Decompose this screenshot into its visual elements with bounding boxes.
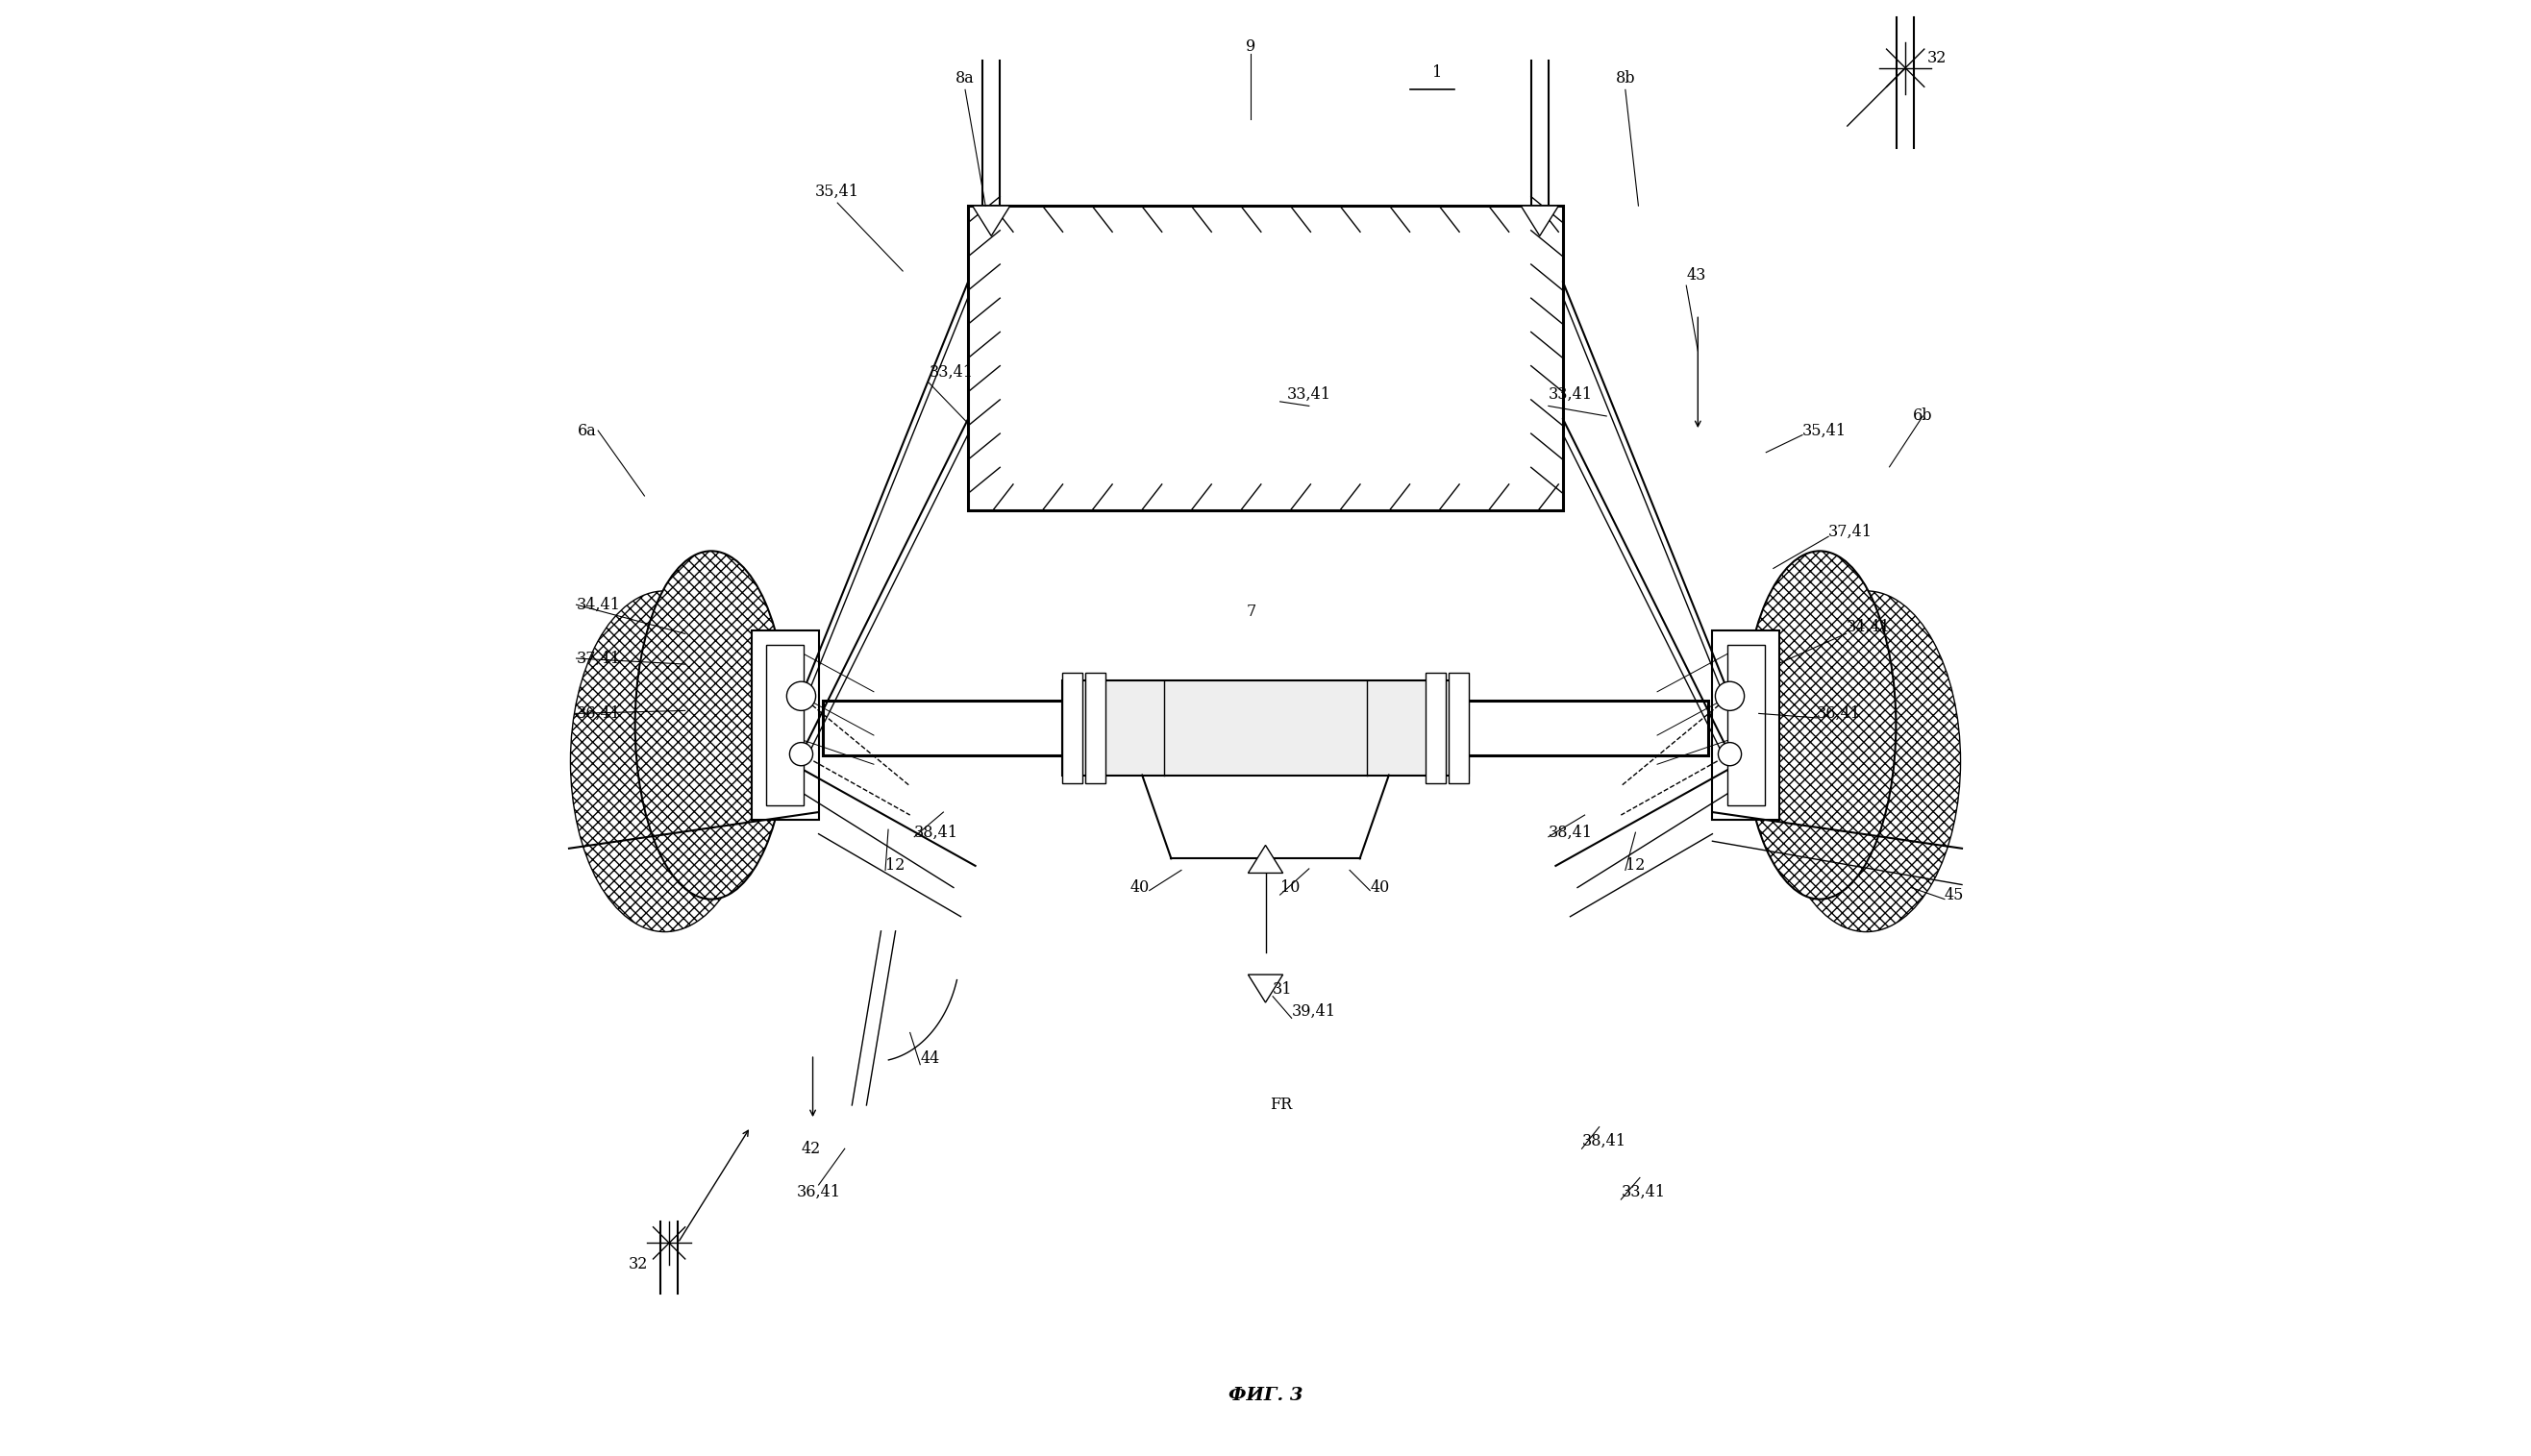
Bar xyxy=(767,645,805,805)
Bar xyxy=(1063,673,1083,783)
Bar xyxy=(1086,673,1106,783)
Text: 38,41: 38,41 xyxy=(914,824,959,840)
Text: 31: 31 xyxy=(1273,981,1293,997)
Text: 6b: 6b xyxy=(1913,408,1931,424)
Text: 8b: 8b xyxy=(1615,70,1635,86)
Text: 12: 12 xyxy=(886,858,906,874)
Ellipse shape xyxy=(1744,550,1896,900)
Ellipse shape xyxy=(635,550,787,900)
Text: 32: 32 xyxy=(628,1257,648,1273)
Bar xyxy=(1425,673,1445,783)
Bar xyxy=(1713,630,1779,820)
Ellipse shape xyxy=(569,591,759,932)
Text: 34,41: 34,41 xyxy=(1845,619,1891,635)
Text: 35,41: 35,41 xyxy=(1802,422,1848,438)
Bar xyxy=(1063,681,1468,775)
Circle shape xyxy=(787,681,815,711)
Bar xyxy=(967,205,1564,511)
Polygon shape xyxy=(1248,846,1283,874)
Text: 9: 9 xyxy=(1245,38,1255,54)
Text: 38,41: 38,41 xyxy=(1549,824,1592,840)
Text: 33,41: 33,41 xyxy=(929,364,972,381)
Text: 45: 45 xyxy=(1944,887,1964,903)
Text: 35,41: 35,41 xyxy=(815,183,861,199)
Text: 43: 43 xyxy=(1686,268,1706,284)
Circle shape xyxy=(1719,743,1741,766)
Text: 8a: 8a xyxy=(957,70,974,86)
Text: 10: 10 xyxy=(1281,879,1298,895)
Text: 1: 1 xyxy=(1433,64,1443,80)
Circle shape xyxy=(790,743,812,766)
Text: 36,41: 36,41 xyxy=(1817,705,1860,722)
Bar xyxy=(752,630,818,820)
Text: 33,41: 33,41 xyxy=(1549,386,1592,402)
Text: FR: FR xyxy=(1271,1096,1293,1114)
Text: 40: 40 xyxy=(1129,879,1149,895)
Bar xyxy=(823,700,1708,756)
Circle shape xyxy=(1716,681,1744,711)
Bar xyxy=(1726,645,1764,805)
Text: 37,41: 37,41 xyxy=(1827,524,1873,540)
Text: 42: 42 xyxy=(802,1140,820,1158)
Text: 33,41: 33,41 xyxy=(1286,386,1331,402)
Polygon shape xyxy=(1521,205,1559,236)
Text: 32: 32 xyxy=(1926,50,1946,66)
Text: 34,41: 34,41 xyxy=(577,597,620,613)
Text: 33,41: 33,41 xyxy=(1620,1184,1665,1200)
Text: 44: 44 xyxy=(921,1051,939,1067)
Text: 6a: 6a xyxy=(577,422,597,438)
Bar xyxy=(1448,673,1468,783)
Ellipse shape xyxy=(1772,591,1962,932)
Text: ФИГ. 3: ФИГ. 3 xyxy=(1228,1386,1303,1404)
Text: 7: 7 xyxy=(1245,604,1255,620)
Polygon shape xyxy=(1248,974,1283,1003)
Text: 12: 12 xyxy=(1625,858,1645,874)
Text: 36,41: 36,41 xyxy=(577,705,620,722)
Text: 39,41: 39,41 xyxy=(1291,1003,1336,1019)
Text: 37,41: 37,41 xyxy=(577,651,620,667)
Text: 36,41: 36,41 xyxy=(797,1184,840,1200)
Polygon shape xyxy=(972,205,1010,236)
Text: 38,41: 38,41 xyxy=(1582,1133,1625,1150)
Text: 40: 40 xyxy=(1369,879,1390,895)
